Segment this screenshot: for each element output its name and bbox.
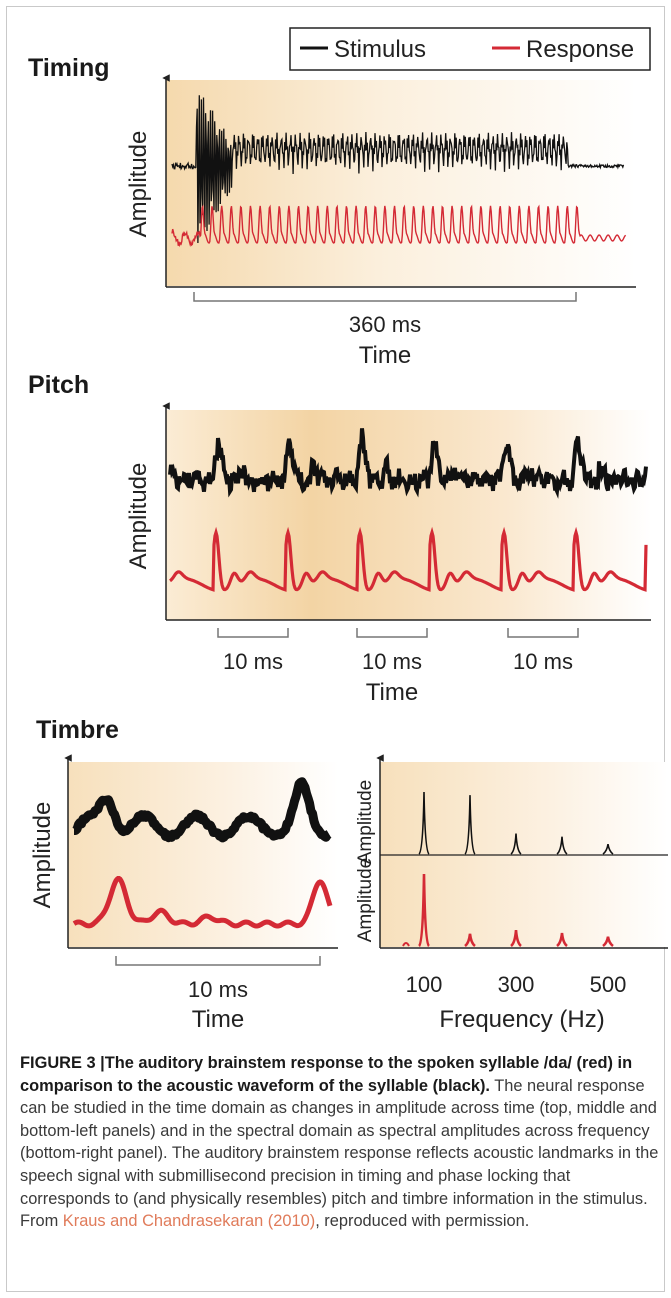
caption-suffix: , reproduced with permission. bbox=[315, 1212, 530, 1231]
spectrum-peak-stimulus-200 bbox=[464, 795, 476, 855]
spectrum-peak-stimulus-100 bbox=[418, 791, 430, 855]
timbre-scale-label: 10 ms bbox=[188, 977, 248, 1002]
spectrum-peak-response-100 bbox=[417, 873, 431, 948]
timbre-time-xlabel: Time bbox=[192, 1006, 244, 1033]
timing-scale-bar bbox=[193, 292, 577, 302]
figure-caption: FIGURE 3 |The auditory brainstem respons… bbox=[20, 1052, 660, 1233]
spectrum-tick-300: 300 bbox=[498, 972, 535, 997]
pitch-stimulus-waveform bbox=[168, 428, 648, 499]
timing-stimulus-waveform bbox=[171, 95, 625, 244]
timing-title: Timing bbox=[28, 54, 109, 82]
pitch-response-waveform bbox=[169, 526, 648, 592]
spectrum-ylabel-bottom: Amplitude bbox=[355, 858, 376, 943]
caption-heading: FIGURE 3 |The auditory brainstem respons… bbox=[20, 1054, 633, 1095]
timing-plot-area bbox=[166, 80, 636, 286]
spectrum-tick-500: 500 bbox=[590, 972, 627, 997]
spectrum-peak-response-500 bbox=[602, 936, 614, 948]
pitch-scale-bar-1 bbox=[217, 628, 289, 638]
spectrum-ylabel-top: Amplitude bbox=[355, 780, 376, 865]
pitch-scale-label-3: 10 ms bbox=[513, 649, 573, 674]
pitch-xlabel: Time bbox=[366, 679, 418, 706]
spectrum-response-minor-bump bbox=[402, 942, 410, 947]
pitch-title: Pitch bbox=[28, 371, 89, 399]
timing-panel: Timing Amplitude 360 ms Time bbox=[28, 54, 636, 369]
pitch-scale-label-2: 10 ms bbox=[362, 649, 422, 674]
timing-ylabel: Amplitude bbox=[125, 131, 152, 238]
timbre-stimulus-waveform bbox=[71, 777, 332, 843]
pitch-panel: Pitch Amplitude 10 ms 10 ms 10 ms Time bbox=[28, 371, 651, 706]
figure-frame bbox=[6, 6, 665, 1292]
timing-xlabel: Time bbox=[359, 342, 411, 369]
spectrum-tick-100: 100 bbox=[406, 972, 443, 997]
spectrum-peak-response-400 bbox=[556, 932, 568, 948]
spectrum-peak-stimulus-400 bbox=[556, 836, 568, 855]
spectrum-peak-response-200 bbox=[464, 933, 476, 948]
legend: Stimulus Response bbox=[289, 27, 651, 71]
spectrum-xlabel: Frequency (Hz) bbox=[439, 1006, 604, 1033]
pitch-ylabel: Amplitude bbox=[125, 463, 152, 570]
spectrum-marks bbox=[402, 791, 614, 948]
timbre-scale-bar bbox=[115, 956, 321, 966]
pitch-scale-label-1: 10 ms bbox=[223, 649, 283, 674]
spectrum-peak-stimulus-500 bbox=[602, 843, 614, 855]
pitch-scale-bar-2 bbox=[356, 628, 428, 638]
spectrum-peak-stimulus-300 bbox=[510, 833, 522, 855]
pitch-scale-bar-3 bbox=[507, 628, 579, 638]
timbre-time-ylabel: Amplitude bbox=[29, 802, 56, 909]
legend-stimulus-label: Stimulus bbox=[334, 36, 426, 63]
figure-graphic: Stimulus Response Timing Amplitude 360 m… bbox=[28, 27, 668, 1033]
caption-citation-link[interactable]: Kraus and Chandrasekaran (2010) bbox=[62, 1212, 316, 1231]
pitch-plot-area bbox=[166, 410, 651, 620]
spectrum-panel: Amplitude Amplitude 100 300 500 Frequenc… bbox=[355, 754, 668, 1033]
timbre-response-waveform bbox=[72, 876, 333, 929]
caption-body: The neural response can be studied in th… bbox=[20, 1076, 659, 1231]
timbre-time-panel: Amplitude 10 ms Time bbox=[29, 754, 338, 1033]
timing-scale-label: 360 ms bbox=[349, 312, 421, 337]
timing-response-waveform bbox=[171, 204, 627, 248]
legend-response-label: Response bbox=[526, 36, 634, 63]
timbre-title: Timbre bbox=[36, 716, 119, 744]
spectrum-peak-response-300 bbox=[510, 930, 522, 948]
